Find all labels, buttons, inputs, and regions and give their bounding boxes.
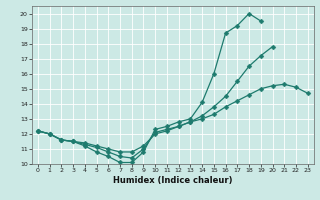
X-axis label: Humidex (Indice chaleur): Humidex (Indice chaleur) <box>113 176 233 185</box>
